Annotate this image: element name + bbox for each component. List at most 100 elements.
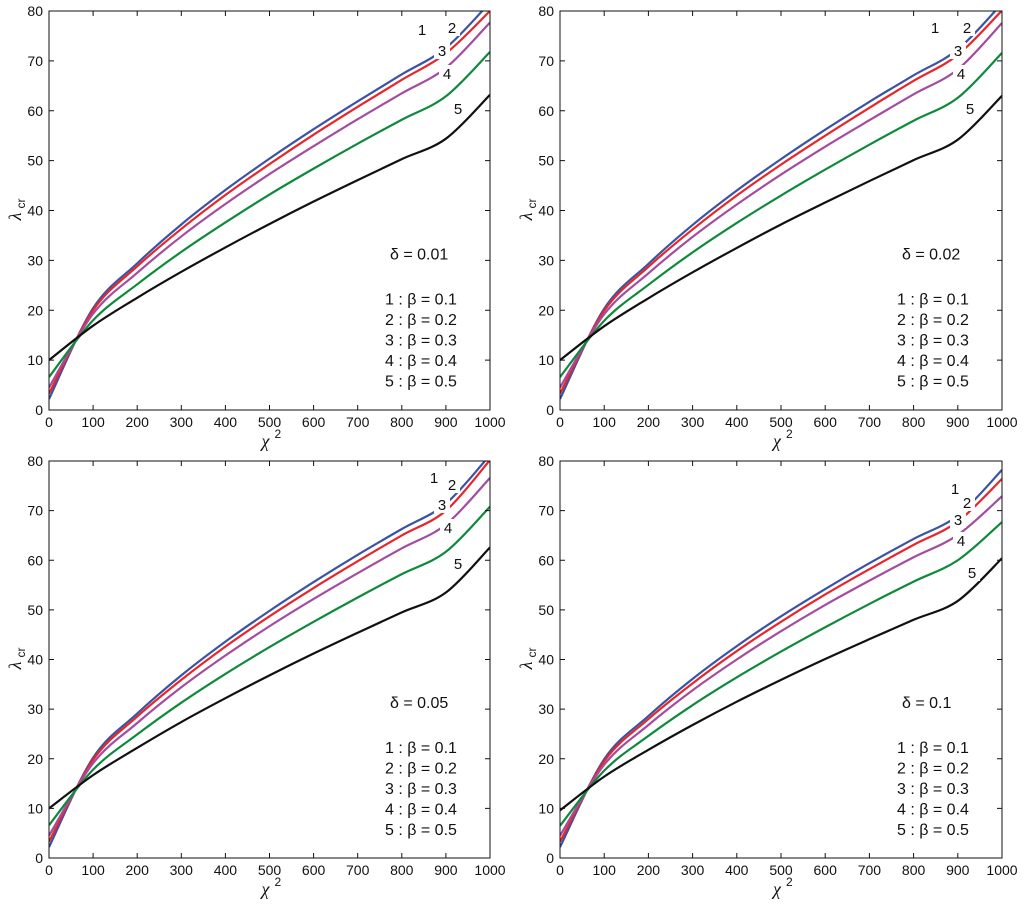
series-line-1 bbox=[560, 469, 1002, 848]
y-axis-title-main: λ bbox=[516, 661, 536, 670]
x-tick-label: 800 bbox=[902, 862, 926, 878]
legend-item-3: 3 : β = 0.3 bbox=[385, 332, 457, 349]
curve-label-bg-5 bbox=[962, 100, 978, 117]
series-line-2 bbox=[560, 478, 1002, 843]
curve-label-bg-3 bbox=[434, 42, 450, 59]
legend-item-4: 4 : β = 0.4 bbox=[897, 801, 969, 818]
x-tick-label: 800 bbox=[390, 862, 414, 878]
y-axis-title-main: λ bbox=[516, 212, 536, 221]
y-tick-label: 50 bbox=[538, 153, 554, 169]
legend-item-1: 1 : β = 0.1 bbox=[385, 740, 457, 757]
legend-item-4: 4 : β = 0.4 bbox=[385, 353, 457, 370]
x-tick-label: 300 bbox=[170, 414, 194, 430]
x-axis-title: χ bbox=[260, 431, 271, 451]
series-line-4 bbox=[560, 52, 1002, 378]
curve-label-bg-4 bbox=[953, 532, 969, 549]
x-tick-label: 0 bbox=[556, 862, 564, 878]
y-axis-title: λ cr bbox=[5, 199, 28, 222]
y-tick-label: 70 bbox=[538, 53, 554, 69]
legend-item-2: 2 : β = 0.2 bbox=[385, 312, 457, 329]
curve-label-bg-5 bbox=[450, 100, 466, 117]
y-tick-label: 20 bbox=[27, 751, 43, 767]
series-line-5 bbox=[560, 557, 1002, 812]
curve-label-3: 3 bbox=[438, 497, 446, 514]
legend-item-1: 1 : β = 0.1 bbox=[897, 740, 969, 757]
curve-label-4: 4 bbox=[957, 533, 965, 550]
y-tick-label: 70 bbox=[538, 503, 554, 519]
curve-label-4: 4 bbox=[957, 66, 965, 83]
x-tick-label: 0 bbox=[45, 862, 53, 878]
series-line-3 bbox=[560, 22, 1002, 389]
y-tick-label: 10 bbox=[538, 352, 554, 368]
series-line-3 bbox=[49, 21, 490, 389]
curve-label-4: 4 bbox=[443, 66, 451, 83]
x-tick-label: 100 bbox=[593, 862, 617, 878]
curve-label-bg-1 bbox=[927, 19, 943, 36]
series-line-4 bbox=[49, 505, 490, 826]
curve-label-bg-5 bbox=[964, 564, 980, 581]
series-line-1 bbox=[49, 461, 487, 848]
y-axis-title-sub: cr bbox=[14, 199, 28, 209]
y-tick-label: 40 bbox=[538, 652, 554, 668]
y-tick-label: 80 bbox=[27, 3, 43, 19]
legend-item-3: 3 : β = 0.3 bbox=[897, 781, 969, 798]
curve-label-3: 3 bbox=[438, 43, 446, 60]
y-tick-label: 60 bbox=[538, 103, 554, 119]
curve-label-bg-1 bbox=[947, 480, 963, 497]
curve-label-5: 5 bbox=[454, 101, 462, 118]
y-tick-label: 50 bbox=[538, 602, 554, 618]
series-line-2 bbox=[49, 461, 490, 843]
y-axis-title-main: λ bbox=[5, 661, 25, 670]
series-line-5 bbox=[49, 94, 490, 361]
plot-frame bbox=[559, 10, 1003, 411]
x-tick-label: 200 bbox=[637, 862, 661, 878]
curve-label-3: 3 bbox=[954, 43, 962, 60]
y-tick-label: 0 bbox=[35, 850, 43, 866]
x-tick-label: 300 bbox=[170, 862, 194, 878]
series-line-3 bbox=[49, 477, 490, 837]
legend-item-3: 3 : β = 0.3 bbox=[897, 332, 969, 349]
x-axis-title-sup: 2 bbox=[275, 427, 282, 441]
x-tick-label: 300 bbox=[681, 862, 705, 878]
y-tick-label: 80 bbox=[538, 3, 554, 19]
curve-label-4: 4 bbox=[444, 520, 452, 537]
y-axis-title: λ cr bbox=[516, 648, 539, 671]
x-tick-label: 100 bbox=[81, 862, 105, 878]
curve-label-bg-4 bbox=[440, 519, 456, 536]
plot-frame bbox=[48, 460, 491, 859]
y-tick-label: 0 bbox=[546, 402, 554, 418]
x-tick-label: 700 bbox=[346, 862, 370, 878]
x-tick-label: 1000 bbox=[986, 414, 1017, 430]
y-tick-label: 40 bbox=[27, 652, 43, 668]
x-axis-title-sup: 2 bbox=[786, 427, 793, 441]
y-tick-label: 70 bbox=[27, 53, 43, 69]
legend-item-4: 4 : β = 0.4 bbox=[385, 801, 457, 818]
series-line-3 bbox=[560, 495, 1002, 837]
series-group bbox=[49, 11, 490, 400]
curve-label-5: 5 bbox=[454, 556, 462, 573]
curve-label-2: 2 bbox=[963, 20, 971, 37]
curve-label-5: 5 bbox=[968, 565, 976, 582]
x-tick-label: 600 bbox=[814, 862, 838, 878]
y-axis-title-sub: cr bbox=[525, 648, 539, 658]
legend-item-2: 2 : β = 0.2 bbox=[897, 312, 969, 329]
curve-label-bg-4 bbox=[953, 65, 969, 82]
legend-item-4: 4 : β = 0.4 bbox=[897, 353, 969, 370]
series-line-1 bbox=[560, 11, 997, 400]
x-tick-label: 300 bbox=[681, 414, 705, 430]
curve-label-bg-2 bbox=[444, 476, 460, 493]
series-line-2 bbox=[560, 11, 1002, 395]
x-tick-label: 700 bbox=[346, 414, 370, 430]
y-tick-label: 40 bbox=[27, 203, 43, 219]
x-tick-label: 0 bbox=[556, 414, 564, 430]
y-tick-label: 80 bbox=[27, 453, 43, 469]
curve-label-2: 2 bbox=[448, 20, 456, 37]
x-axis-title-sup: 2 bbox=[786, 875, 793, 889]
curve-label-1: 1 bbox=[931, 20, 939, 37]
y-tick-label: 30 bbox=[538, 252, 554, 268]
series-line-5 bbox=[560, 95, 1002, 362]
curve-label-bg-2 bbox=[959, 19, 975, 36]
curve-label-3: 3 bbox=[954, 512, 962, 529]
x-tick-label: 600 bbox=[814, 414, 838, 430]
